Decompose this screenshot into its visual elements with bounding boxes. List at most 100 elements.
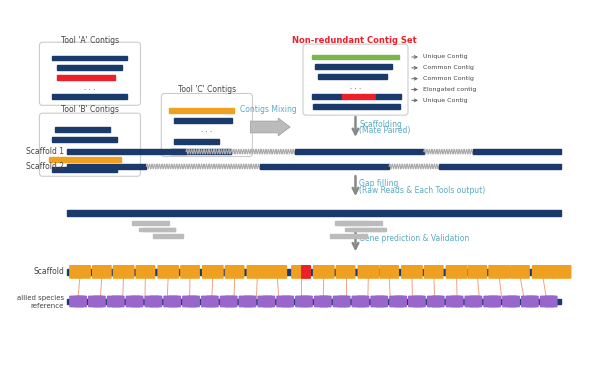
Bar	[473, 149, 560, 154]
FancyBboxPatch shape	[182, 296, 200, 307]
FancyBboxPatch shape	[451, 296, 461, 307]
Bar	[344, 228, 386, 231]
FancyBboxPatch shape	[262, 296, 272, 307]
Text: allied species: allied species	[17, 294, 64, 301]
Text: Unique Contig: Unique Contig	[423, 54, 467, 59]
Bar	[55, 127, 110, 133]
FancyBboxPatch shape	[352, 296, 370, 307]
FancyBboxPatch shape	[268, 265, 287, 279]
FancyBboxPatch shape	[370, 296, 388, 307]
FancyBboxPatch shape	[314, 296, 332, 307]
FancyBboxPatch shape	[145, 296, 162, 307]
FancyBboxPatch shape	[408, 296, 426, 307]
Bar	[350, 228, 384, 231]
FancyBboxPatch shape	[40, 42, 140, 105]
Text: Scaffold: Scaffold	[34, 267, 64, 276]
Bar	[67, 298, 560, 305]
Text: Scaffolding: Scaffolding	[359, 120, 403, 129]
FancyBboxPatch shape	[244, 296, 253, 307]
Bar	[340, 221, 370, 224]
FancyBboxPatch shape	[257, 296, 275, 307]
FancyBboxPatch shape	[319, 296, 329, 307]
FancyBboxPatch shape	[389, 296, 407, 307]
Bar	[174, 139, 219, 144]
Text: . . .: . . .	[350, 84, 361, 90]
FancyBboxPatch shape	[136, 265, 155, 279]
Text: . . .: . . .	[85, 84, 95, 91]
Text: Gene prediction & Validation: Gene prediction & Validation	[359, 234, 470, 243]
FancyBboxPatch shape	[427, 296, 445, 307]
Bar	[139, 228, 175, 231]
FancyBboxPatch shape	[338, 296, 347, 307]
FancyBboxPatch shape	[92, 265, 112, 279]
Text: . . .: . . .	[85, 147, 95, 152]
FancyBboxPatch shape	[88, 296, 106, 307]
Bar	[330, 235, 367, 239]
FancyBboxPatch shape	[225, 265, 245, 279]
Bar	[169, 108, 233, 113]
Text: Tool 'C' Contigs: Tool 'C' Contigs	[178, 86, 236, 95]
FancyBboxPatch shape	[424, 265, 443, 279]
FancyBboxPatch shape	[526, 296, 536, 307]
Text: Common Contig: Common Contig	[423, 65, 474, 70]
Text: Contigs Mixing: Contigs Mixing	[240, 105, 296, 114]
FancyBboxPatch shape	[168, 296, 178, 307]
FancyBboxPatch shape	[510, 265, 530, 279]
FancyBboxPatch shape	[502, 296, 520, 307]
FancyBboxPatch shape	[469, 296, 479, 307]
Text: Unique Contig: Unique Contig	[423, 98, 467, 103]
Bar	[52, 94, 127, 99]
FancyBboxPatch shape	[335, 265, 355, 279]
FancyBboxPatch shape	[40, 113, 140, 176]
FancyBboxPatch shape	[507, 296, 517, 307]
FancyBboxPatch shape	[467, 265, 487, 279]
Bar	[67, 210, 560, 216]
FancyBboxPatch shape	[356, 296, 367, 307]
FancyBboxPatch shape	[187, 296, 197, 307]
Bar	[318, 74, 387, 79]
FancyBboxPatch shape	[488, 265, 510, 279]
FancyBboxPatch shape	[107, 296, 125, 307]
FancyBboxPatch shape	[332, 296, 350, 307]
Text: (Raw Reads & Each Tools output): (Raw Reads & Each Tools output)	[359, 186, 485, 195]
Bar	[52, 167, 117, 172]
Bar	[67, 269, 560, 275]
FancyBboxPatch shape	[247, 265, 268, 279]
FancyBboxPatch shape	[295, 296, 313, 307]
FancyBboxPatch shape	[545, 296, 554, 307]
Bar	[312, 54, 399, 59]
Bar	[439, 164, 560, 169]
FancyBboxPatch shape	[291, 265, 311, 279]
FancyBboxPatch shape	[464, 296, 482, 307]
Text: Scaffold 1: Scaffold 1	[26, 147, 64, 156]
Bar	[315, 65, 392, 69]
Bar	[57, 75, 115, 80]
Bar	[312, 94, 341, 99]
FancyBboxPatch shape	[301, 265, 311, 279]
FancyBboxPatch shape	[394, 296, 404, 307]
FancyBboxPatch shape	[113, 265, 134, 279]
FancyBboxPatch shape	[201, 296, 219, 307]
FancyBboxPatch shape	[161, 93, 253, 156]
Bar	[52, 56, 127, 61]
FancyBboxPatch shape	[239, 296, 256, 307]
Text: Tool 'B' Contigs: Tool 'B' Contigs	[61, 105, 119, 114]
Text: Non-redundant Contig Set: Non-redundant Contig Set	[292, 36, 417, 45]
FancyBboxPatch shape	[220, 296, 238, 307]
FancyBboxPatch shape	[375, 296, 385, 307]
FancyBboxPatch shape	[276, 296, 294, 307]
FancyArrow shape	[250, 118, 290, 136]
FancyBboxPatch shape	[74, 296, 84, 307]
FancyBboxPatch shape	[93, 296, 103, 307]
FancyBboxPatch shape	[157, 265, 179, 279]
Bar	[57, 65, 122, 70]
FancyBboxPatch shape	[521, 296, 539, 307]
Text: Gap filling: Gap filling	[359, 179, 399, 188]
FancyBboxPatch shape	[163, 296, 181, 307]
FancyBboxPatch shape	[281, 296, 291, 307]
Bar	[67, 164, 146, 169]
Bar	[171, 149, 230, 154]
Text: Scaffold 2: Scaffold 2	[26, 162, 64, 171]
FancyBboxPatch shape	[488, 296, 498, 307]
FancyBboxPatch shape	[131, 296, 140, 307]
